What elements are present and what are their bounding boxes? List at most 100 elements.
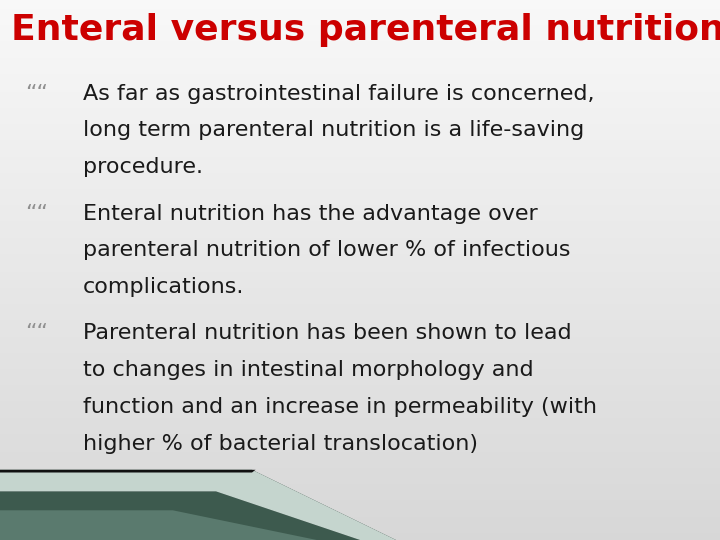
Bar: [0, 209, 720, 211]
Bar: [0, 528, 720, 529]
Polygon shape: [0, 470, 396, 540]
Bar: [0, 491, 720, 493]
Bar: [0, 191, 720, 193]
Bar: [0, 394, 720, 396]
Bar: [0, 93, 720, 96]
Bar: [0, 147, 720, 150]
Bar: [0, 263, 720, 265]
Bar: [0, 261, 720, 263]
Bar: [0, 326, 720, 328]
Text: function and an increase in permeability (with: function and an increase in permeability…: [83, 397, 597, 417]
Bar: [0, 272, 720, 274]
Polygon shape: [0, 470, 256, 472]
Bar: [0, 425, 720, 427]
Bar: [0, 380, 720, 382]
Bar: [0, 362, 720, 363]
Bar: [0, 412, 720, 414]
Bar: [0, 511, 720, 513]
Text: complications.: complications.: [83, 277, 244, 297]
Bar: [0, 178, 720, 180]
Bar: [0, 216, 720, 218]
Bar: [0, 400, 720, 401]
Bar: [0, 524, 720, 525]
Bar: [0, 69, 720, 70]
Bar: [0, 47, 720, 49]
Bar: [0, 49, 720, 50]
Bar: [0, 167, 720, 169]
Bar: [0, 196, 720, 198]
Bar: [0, 385, 720, 387]
Bar: [0, 79, 720, 81]
Bar: [0, 313, 720, 315]
Bar: [0, 38, 720, 39]
Bar: [0, 108, 720, 110]
Bar: [0, 274, 720, 275]
Bar: [0, 243, 720, 245]
Bar: [0, 65, 720, 66]
Bar: [0, 525, 720, 528]
Bar: [0, 234, 720, 236]
Bar: [0, 36, 720, 38]
Bar: [0, 9, 720, 11]
Bar: [0, 169, 720, 171]
Bar: [0, 508, 720, 509]
Bar: [0, 123, 720, 124]
Bar: [0, 239, 720, 241]
Bar: [0, 106, 720, 108]
Bar: [0, 509, 720, 511]
Bar: [0, 63, 720, 65]
Bar: [0, 254, 720, 255]
Bar: [0, 23, 720, 25]
Bar: [0, 259, 720, 261]
Bar: [0, 360, 720, 362]
Bar: [0, 187, 720, 189]
Bar: [0, 416, 720, 417]
Bar: [0, 374, 720, 376]
Bar: [0, 501, 720, 502]
Bar: [0, 20, 720, 22]
Bar: [0, 126, 720, 128]
Bar: [0, 90, 720, 92]
Bar: [0, 5, 720, 7]
Bar: [0, 481, 720, 482]
Bar: [0, 171, 720, 173]
Bar: [0, 328, 720, 329]
Bar: [0, 265, 720, 266]
Bar: [0, 258, 720, 259]
Bar: [0, 292, 720, 293]
Bar: [0, 281, 720, 282]
Bar: [0, 315, 720, 317]
Bar: [0, 444, 720, 447]
Bar: [0, 97, 720, 99]
Bar: [0, 270, 720, 272]
Bar: [0, 434, 720, 436]
Bar: [0, 231, 720, 232]
Bar: [0, 301, 720, 302]
Bar: [0, 214, 720, 216]
Bar: [0, 498, 720, 501]
Bar: [0, 232, 720, 234]
Bar: [0, 436, 720, 437]
Bar: [0, 309, 720, 312]
Bar: [0, 450, 720, 452]
Bar: [0, 220, 720, 221]
Bar: [0, 515, 720, 517]
Bar: [0, 119, 720, 120]
Bar: [0, 536, 720, 538]
Bar: [0, 376, 720, 378]
Bar: [0, 486, 720, 488]
Bar: [0, 427, 720, 428]
Bar: [0, 120, 720, 123]
Bar: [0, 77, 720, 79]
Bar: [0, 389, 720, 390]
Text: ““: ““: [25, 204, 48, 224]
Bar: [0, 349, 720, 351]
Bar: [0, 72, 720, 74]
Bar: [0, 255, 720, 258]
Bar: [0, 497, 720, 498]
Bar: [0, 297, 720, 299]
Bar: [0, 218, 720, 220]
Bar: [0, 421, 720, 423]
Bar: [0, 504, 720, 506]
Bar: [0, 56, 720, 58]
